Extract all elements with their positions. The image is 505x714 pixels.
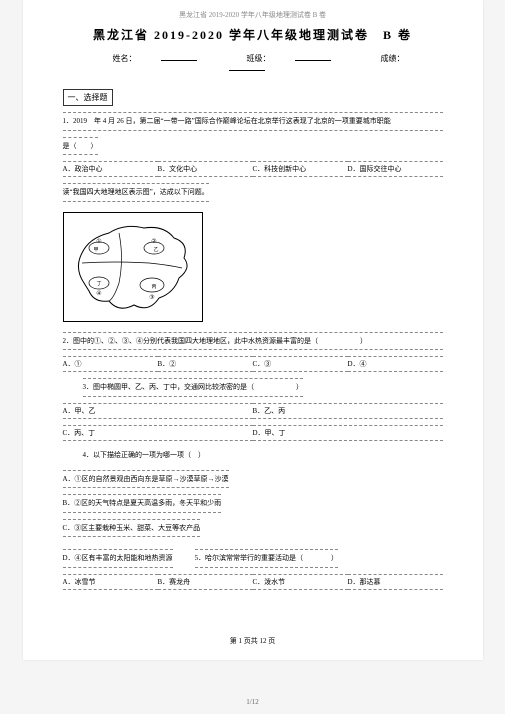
q3-options-row1: A．甲、乙 B．乙、丙 [63, 403, 443, 419]
class-label: 班级： [247, 54, 271, 63]
svg-text:①: ① [96, 238, 101, 245]
q5-opt-c[interactable]: C．泼水节 [253, 574, 348, 590]
q2-text: 2．图中的①、②、③、④分别代表我国四大地理地区，此中水热资源最丰富的是（ ） [63, 332, 443, 351]
china-map-figure: ① ② ④ ③ 甲 乙 丙 丁 [63, 212, 203, 322]
q5-opt-d[interactable]: D．那达慕 [348, 574, 443, 590]
q4-opt-a[interactable]: A．①区的自然景观由西向东是草原→沙漠草原→沙漠 [63, 470, 229, 489]
name-blank[interactable] [161, 60, 197, 61]
svg-text:丙: 丙 [151, 284, 156, 290]
q3-opt-a[interactable]: A．甲、乙 [63, 403, 253, 419]
q3-opt-c[interactable]: C．丙、丁 [63, 425, 253, 441]
q1-tail: 是（ ） [63, 137, 98, 156]
score-blank[interactable] [229, 70, 265, 71]
q3-opt-d[interactable]: D．甲、丁 [253, 425, 443, 441]
q5-options: A．冰雪节 B．赛龙舟 C．泼水节 D．那达慕 [63, 574, 443, 590]
section-heading: 一、选择题 [63, 89, 113, 106]
q4-text: 4．以下描绘正确的一项为哪一项（ ） [83, 447, 443, 464]
q2-opt-b[interactable]: B．② [158, 356, 253, 372]
footer-pagination: 1/12 [0, 698, 505, 706]
student-info-row: 姓名： 班级： 成绩： [63, 53, 443, 73]
svg-text:丁: 丁 [96, 281, 101, 287]
q5-opt-a[interactable]: A．冰雪节 [63, 574, 158, 590]
q3-opt-b[interactable]: B．乙、丙 [253, 403, 443, 419]
q3-text: 3．图中椭圆甲、乙、丙、丁中，交通网比较浓密的是（ ） [83, 378, 304, 397]
class-blank[interactable] [295, 60, 331, 61]
q4-opt-c[interactable]: C．③区主要栽种玉米、甜菜、大豆等农产品 [63, 519, 201, 538]
svg-text:③: ③ [149, 294, 154, 301]
q4-opt-d[interactable]: D．④区有丰富的太阳能和地热资源 [63, 549, 173, 568]
q5-text: 5．哈尔滨常常举行的重要活动是（ ） [195, 549, 339, 568]
q1-text: 1．2019 年 4 月 26 日，第二届“一带一路”国际合作巅峰论坛在北京举行… [63, 112, 443, 131]
page-number: 第 1 页共 12 页 [23, 636, 483, 646]
svg-text:④: ④ [96, 290, 101, 297]
q3-options-row2: C．丙、丁 D．甲、丁 [63, 425, 443, 441]
running-header: 黑龙江省 2019-2020 学年八年级地理测试卷 B 卷 [63, 10, 443, 20]
name-label: 姓名： [113, 54, 137, 63]
q4-opt-b[interactable]: B．②区的天气特点是夏天高温多雨，冬天平和少雨 [63, 494, 222, 513]
svg-text:②: ② [151, 238, 156, 245]
score-label: 成绩： [381, 54, 405, 63]
q2-options: A．① B．② C．③ D．④ [63, 356, 443, 372]
q5-opt-b[interactable]: B．赛龙舟 [158, 574, 253, 590]
q1-opt-b[interactable]: B．文化中心 [158, 161, 253, 177]
svg-text:甲: 甲 [93, 247, 98, 253]
q1-opt-d[interactable]: D．国际交往中心 [348, 161, 443, 177]
q2-opt-a[interactable]: A．① [63, 356, 158, 372]
exam-page: 黑龙江省 2019-2020 学年八年级地理测试卷 B 卷 黑龙江省 2019-… [23, 0, 483, 660]
q1-opt-a[interactable]: A．政治中心 [63, 161, 158, 177]
q2-opt-c[interactable]: C．③ [253, 356, 348, 372]
exam-title: 黑龙江省 2019-2020 学年八年级地理测试卷 B 卷 [63, 26, 443, 43]
read-prompt: 读“我国四大地理地区表示图”，达成以下问题。 [63, 183, 209, 202]
q1-options: A．政治中心 B．文化中心 C．科技创新中心 D．国际交往中心 [63, 161, 443, 177]
svg-text:乙: 乙 [153, 246, 158, 253]
map-svg: ① ② ④ ③ 甲 乙 丙 丁 [64, 213, 204, 323]
q2-opt-d[interactable]: D．④ [348, 356, 443, 372]
q1-opt-c[interactable]: C．科技创新中心 [253, 161, 348, 177]
